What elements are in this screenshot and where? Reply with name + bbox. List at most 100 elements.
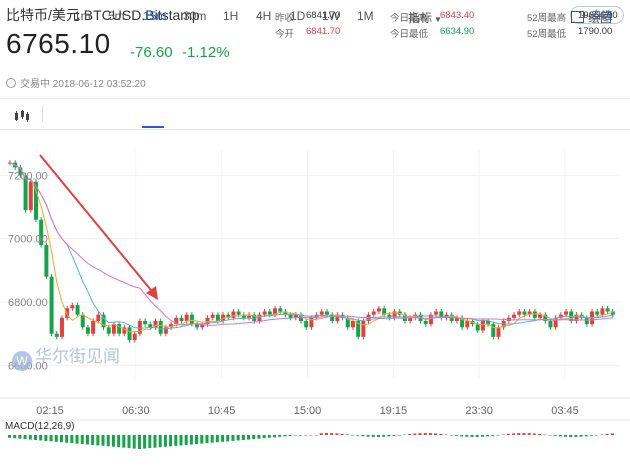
macd-bar	[496, 435, 500, 436]
candle-body	[335, 314, 340, 321]
macd-bar	[231, 435, 235, 441]
w52-low-value: 1790.00	[578, 26, 613, 37]
macd-bar	[387, 435, 391, 437]
macd-bar	[486, 435, 490, 437]
candle-body	[70, 305, 75, 309]
macd-bar	[428, 433, 432, 435]
tab-1m[interactable]: 1m	[74, 9, 91, 23]
macd-bar	[106, 435, 110, 447]
candle-body	[605, 308, 610, 312]
candle-body	[299, 314, 304, 321]
candle-body	[304, 321, 309, 328]
macd-label: MACD(12,26,9)	[5, 421, 75, 432]
indicator-dropdown[interactable]: 指标 ▼	[408, 9, 442, 26]
open-label: 今开	[275, 29, 295, 40]
tab-1w[interactable]: 1W	[322, 9, 340, 23]
candle-body	[226, 314, 231, 318]
w52-high-value: 19664.00	[578, 10, 618, 21]
candle-body	[517, 311, 522, 315]
macd-bar	[189, 435, 193, 445]
high-label: 今日最高	[390, 13, 429, 24]
candle-body	[454, 317, 459, 321]
candlestick-type-icon[interactable]	[14, 110, 30, 122]
draw-button[interactable]: 绘图	[571, 9, 612, 26]
macd-bar	[85, 435, 89, 445]
candle-body	[350, 321, 355, 328]
macd-bar	[304, 435, 308, 436]
candle-body	[480, 321, 485, 331]
candle-body	[101, 314, 106, 328]
candle-body	[382, 308, 387, 315]
candle-body	[179, 317, 184, 321]
macd-bar	[44, 435, 48, 441]
candle-body	[387, 314, 392, 318]
candle-body	[532, 311, 537, 318]
macd-bar	[522, 433, 526, 435]
candle-body	[75, 305, 80, 315]
tab-1d[interactable]: 1D	[290, 9, 306, 23]
macd-bar	[33, 435, 37, 440]
macd-bar	[418, 433, 422, 435]
tab-1mo[interactable]: 1M	[357, 9, 374, 23]
candle-body	[439, 311, 444, 318]
macd-bar	[491, 435, 495, 436]
candle-body	[543, 314, 548, 321]
macd-bar	[101, 435, 105, 446]
macd-bar	[174, 435, 178, 446]
macd-bar	[340, 433, 344, 435]
candle-body	[221, 314, 226, 321]
macd-bar	[262, 435, 266, 439]
candle-body	[522, 311, 527, 315]
macd-bar	[205, 435, 209, 444]
candle-body	[428, 314, 433, 325]
macd-bar	[257, 435, 261, 439]
macd-bar	[221, 435, 225, 442]
candle-body	[241, 314, 246, 318]
tab-5m[interactable]: 5m	[108, 9, 125, 23]
candle-body	[80, 314, 85, 328]
x-tick-label: 02:15	[36, 405, 64, 417]
macd-bar	[402, 434, 406, 436]
candle-body	[392, 311, 397, 318]
candle-body	[262, 311, 267, 315]
x-tick-label: 06:30	[122, 405, 150, 417]
macd-bar	[143, 435, 147, 449]
tab-4h[interactable]: 4H	[256, 9, 272, 23]
tab-15m[interactable]: 15m	[143, 9, 167, 23]
tab-1h[interactable]: 1H	[223, 9, 239, 23]
tab-30m[interactable]: 30m	[183, 9, 207, 23]
candle-body	[91, 321, 96, 334]
candle-body	[153, 321, 158, 328]
candle-body	[293, 314, 298, 318]
active-tab-underline	[142, 126, 164, 128]
macd-bar	[610, 433, 614, 435]
macd-bar	[413, 433, 417, 435]
candle-body	[33, 181, 38, 220]
macd-bar	[54, 435, 58, 442]
candle-body	[283, 311, 288, 315]
candle-body	[361, 321, 366, 337]
w52-low-label: 52周最低	[527, 29, 567, 40]
candle-body	[314, 314, 319, 318]
draw-label: 绘图	[588, 11, 613, 25]
prev-close-label: 昨收	[275, 13, 295, 24]
candle-body	[148, 324, 153, 328]
open-value: 6841.70	[306, 26, 341, 37]
candle-body	[200, 324, 205, 328]
add-watchlist-button[interactable]: + 自选	[570, 6, 624, 24]
macd-bar	[267, 435, 271, 438]
macd-bar	[444, 434, 448, 435]
macd-bar	[319, 433, 323, 435]
macd-bar	[579, 435, 583, 437]
candle-body	[309, 317, 314, 328]
macd-bar	[543, 434, 547, 436]
y-tick-label: 7200.00	[8, 170, 48, 182]
candle-body	[111, 324, 116, 334]
candle-body	[491, 324, 496, 337]
watermark-logo: W	[12, 351, 32, 371]
macd-bar	[288, 435, 292, 436]
macd-bar	[553, 435, 557, 436]
candle-body	[558, 314, 563, 318]
macd-bar	[392, 435, 396, 436]
